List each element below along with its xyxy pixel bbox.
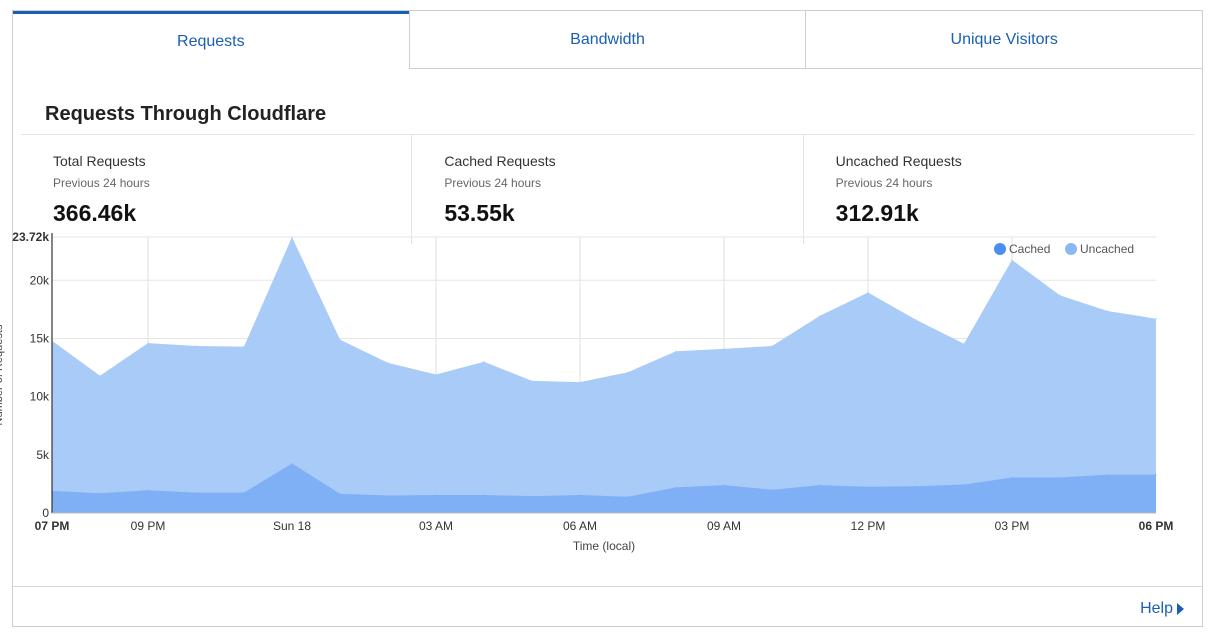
uncached-point bbox=[819, 315, 821, 317]
cached-point bbox=[99, 492, 101, 494]
uncached-point bbox=[195, 345, 197, 347]
stat-label: Cached Requests bbox=[444, 153, 556, 169]
x-tick-label: 06 PM bbox=[1139, 519, 1174, 533]
stat-value: 312.91k bbox=[835, 200, 919, 226]
tab-unique-visitors[interactable]: Unique Visitors bbox=[805, 11, 1203, 69]
chart-legend: Cached Uncached bbox=[994, 242, 1134, 256]
uncached-point bbox=[147, 342, 149, 344]
y-tick-label: 5k bbox=[36, 448, 50, 462]
stat-label: Total Requests bbox=[53, 153, 146, 169]
x-tick-label: 09 PM bbox=[131, 519, 166, 533]
uncached-point bbox=[387, 362, 389, 364]
uncached-point bbox=[483, 361, 485, 363]
uncached-point bbox=[771, 345, 773, 347]
cached-point bbox=[243, 492, 245, 494]
cached-point bbox=[723, 484, 725, 486]
y-tick-label: 0 bbox=[42, 506, 49, 520]
stat-value: 53.55k bbox=[444, 200, 515, 226]
stat-uncached-requests: Uncached Requests Previous 24 hours 312.… bbox=[804, 135, 1194, 244]
x-tick-label: 12 PM bbox=[851, 519, 886, 533]
cached-point bbox=[435, 494, 437, 496]
stat-period: Previous 24 hours bbox=[444, 176, 542, 190]
uncached-point bbox=[1059, 294, 1061, 297]
cached-point bbox=[291, 462, 293, 465]
y-tick-label: 15k bbox=[30, 331, 50, 345]
uncached-point bbox=[723, 348, 725, 350]
tab-bar: Requests Bandwidth Unique Visitors bbox=[13, 11, 1203, 69]
section-title: Requests Through Cloudflare bbox=[45, 103, 327, 125]
cached-point bbox=[915, 485, 917, 487]
uncached-point bbox=[867, 291, 869, 294]
uncached-point bbox=[531, 380, 533, 382]
uncached-point bbox=[675, 350, 677, 352]
uncached-point bbox=[627, 371, 629, 373]
stat-period: Previous 24 hours bbox=[835, 176, 933, 190]
uncached-point bbox=[291, 236, 293, 238]
y-tick-label: 20k bbox=[30, 273, 50, 287]
uncached-point bbox=[579, 381, 581, 383]
cached-point bbox=[387, 494, 389, 497]
legend-label: Cached bbox=[1009, 242, 1050, 256]
cached-point bbox=[771, 489, 773, 491]
uncached-point bbox=[963, 343, 965, 345]
cached-point bbox=[1059, 476, 1061, 479]
uncached-point bbox=[1107, 310, 1109, 312]
cached-point bbox=[627, 496, 629, 498]
x-axis-title: Time (local) bbox=[573, 539, 635, 553]
stats-row: Total Requests Previous 24 hours 366.46k… bbox=[21, 135, 1194, 244]
divider bbox=[21, 134, 1194, 135]
uncached-point bbox=[1011, 259, 1013, 261]
stat-label: Uncached Requests bbox=[835, 153, 962, 169]
cached-point bbox=[531, 495, 533, 497]
uncached-point bbox=[435, 373, 437, 376]
caret-right-icon bbox=[1177, 603, 1184, 615]
legend-label: Uncached bbox=[1080, 242, 1134, 256]
chart-axes: 0 5k 10k 15k 20k 23.72k 07 PM 09 PM Sun 18 03 AM 0… bbox=[0, 230, 1173, 553]
cached-point bbox=[675, 486, 677, 489]
x-tick-label: 03 AM bbox=[419, 519, 453, 533]
x-tick-label: 03 PM bbox=[995, 519, 1030, 533]
footer-divider bbox=[13, 586, 1202, 587]
x-tick-label: 09 AM bbox=[707, 519, 741, 533]
help-link[interactable]: Help bbox=[1140, 600, 1184, 618]
legend-marker bbox=[1065, 243, 1077, 255]
cached-point bbox=[1107, 474, 1109, 476]
chart-areas bbox=[51, 236, 1157, 513]
cached-point bbox=[195, 492, 197, 494]
uncached-point bbox=[339, 339, 341, 341]
stat-period: Previous 24 hours bbox=[53, 176, 150, 190]
tab-bandwidth[interactable]: Bandwidth bbox=[408, 11, 806, 69]
cached-point bbox=[963, 483, 965, 486]
chart-container: 0 5k 10k 15k 20k 23.72k 07 PM 09 PM Sun 18 03 AM 0… bbox=[0, 0, 1202, 626]
cached-point bbox=[483, 494, 485, 496]
uncached-point bbox=[243, 346, 245, 348]
cached-point bbox=[1011, 476, 1013, 479]
tab-requests[interactable]: Requests bbox=[13, 11, 409, 69]
stat-total-requests: Total Requests Previous 24 hours 366.46k bbox=[21, 135, 413, 244]
uncached-series-area bbox=[52, 237, 1156, 513]
y-axis-title: Number of Requests bbox=[0, 324, 5, 425]
uncached-point bbox=[1155, 318, 1157, 320]
requests-area-chart[interactable]: 0 5k 10k 15k 20k 23.72k 07 PM 09 PM Sun 18 03 AM 0… bbox=[0, 0, 1202, 626]
help-label: Help bbox=[1140, 600, 1173, 617]
cached-point bbox=[147, 489, 149, 491]
x-tick-label: 06 AM bbox=[563, 519, 597, 533]
uncached-point bbox=[915, 319, 917, 321]
stat-cached-requests: Cached Requests Previous 24 hours 53.55k bbox=[412, 135, 804, 244]
cached-point bbox=[819, 484, 821, 486]
legend-marker bbox=[994, 243, 1006, 255]
cached-point bbox=[867, 486, 869, 488]
x-tick-label: 07 PM bbox=[35, 519, 70, 533]
cached-point bbox=[339, 493, 341, 495]
cached-point bbox=[579, 494, 581, 496]
uncached-point bbox=[99, 375, 101, 377]
cached-point bbox=[1155, 474, 1157, 476]
stat-value: 366.46k bbox=[53, 200, 137, 226]
y-tick-label: 23.72k bbox=[12, 230, 49, 244]
y-tick-label: 10k bbox=[30, 390, 50, 404]
x-tick-label: Sun 18 bbox=[273, 519, 311, 533]
cached-series-area bbox=[52, 463, 1156, 513]
